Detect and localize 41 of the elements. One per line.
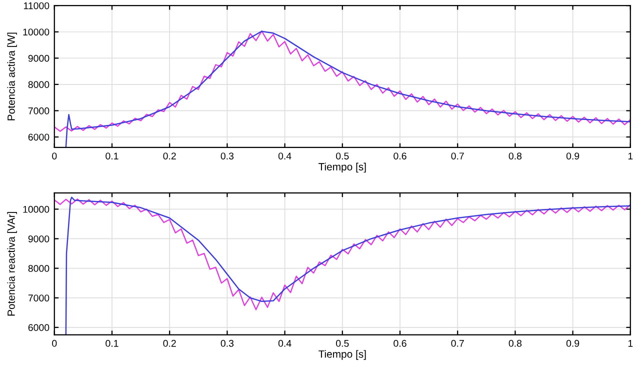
- x-tick-label: 0.1: [106, 152, 118, 160]
- x-tick-label: 0: [52, 152, 57, 160]
- y-tick-label: 6000: [28, 324, 50, 332]
- x-tick-label: 0.9: [566, 152, 580, 160]
- line-series: [65, 196, 630, 335]
- x-tick-label: 0.7: [451, 340, 464, 347]
- y-tick-label: 6000: [28, 134, 50, 141]
- y-tick-label: 9000: [28, 235, 50, 242]
- y-tick-label: 10000: [23, 206, 50, 213]
- x-tick-label: 0.1: [106, 340, 118, 347]
- x-tick-label: 0.5: [336, 340, 349, 347]
- line-series: [54, 198, 630, 310]
- x-tick-label: 0.2: [163, 340, 176, 347]
- x-tick-label: 0.7: [451, 152, 464, 160]
- line-series: [65, 30, 630, 148]
- x-tick-label: 1: [628, 340, 633, 347]
- x-axis-title: Tiempo [s]: [318, 350, 366, 360]
- y-tick-label: 11000: [24, 2, 50, 10]
- line-series: [54, 30, 630, 132]
- y-tick-label: 9000: [28, 54, 50, 62]
- x-tick-label: 0.4: [278, 340, 292, 347]
- y-tick-label: 10000: [23, 28, 50, 36]
- x-tick-label: 0: [52, 340, 57, 347]
- x-tick-label: 0.6: [394, 340, 406, 347]
- y-axis-title: Potencia reactiva [VAr]: [7, 212, 17, 316]
- x-tick-label: 0.3: [220, 152, 234, 160]
- y-tick-label: 7000: [28, 107, 50, 114]
- x-tick-label: 0.3: [220, 340, 234, 347]
- x-axis-title: Tiempo [s]: [318, 162, 366, 173]
- x-tick-label: 0.5: [336, 152, 349, 160]
- x-tick-label: 0.8: [508, 152, 522, 160]
- x-tick-label: 0.2: [163, 152, 176, 160]
- y-axis-title: Potencia activa [W]: [7, 32, 17, 120]
- x-tick-label: 1: [628, 152, 633, 160]
- x-tick-label: 0.4: [278, 152, 292, 160]
- y-tick-label: 7000: [28, 294, 50, 302]
- x-tick-label: 0.9: [566, 340, 580, 347]
- x-tick-label: 0.6: [394, 152, 406, 160]
- y-tick-label: 8000: [28, 265, 50, 272]
- x-tick-label: 0.8: [508, 340, 522, 347]
- y-tick-label: 8000: [28, 81, 50, 88]
